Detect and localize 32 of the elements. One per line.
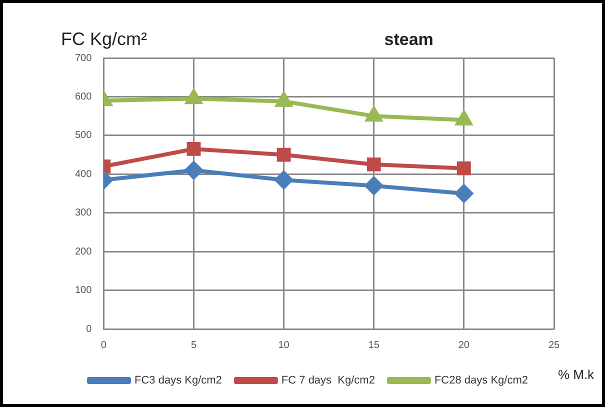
legend-label: FC 7 days Kg/cm2	[281, 374, 375, 387]
point	[276, 92, 292, 107]
point	[186, 90, 202, 104]
y-tick-label: 0	[86, 324, 92, 335]
y-axis-title: FC Kg/cm²	[61, 29, 148, 49]
y-tick-label: 400	[74, 168, 92, 180]
point	[184, 161, 203, 180]
point	[276, 148, 291, 162]
point	[274, 170, 293, 189]
y-tick-label: 700	[74, 52, 92, 64]
chart-title: steam	[384, 30, 434, 49]
point	[456, 161, 471, 176]
y-tick-label: 200	[74, 246, 92, 258]
y-tick-label: 500	[74, 130, 92, 142]
point	[366, 158, 381, 172]
point	[456, 110, 472, 126]
y-tick-label: 300	[74, 208, 92, 219]
legend-label: FC28 days Kg/cm2	[434, 374, 528, 387]
legend-label: FC3 days Kg/cm2	[134, 374, 222, 387]
y-tick-label: 100	[74, 285, 92, 296]
y-tick-label: 600	[74, 91, 92, 102]
x-tick-label: 0	[100, 340, 107, 351]
point	[186, 142, 201, 156]
x-axis-title: % M.k	[558, 367, 595, 382]
x-tick-label: 10	[278, 340, 290, 351]
x-tick-label: 5	[190, 340, 197, 351]
x-tick-label: 25	[548, 340, 560, 351]
point	[454, 184, 473, 202]
point	[364, 176, 383, 195]
x-tick-label: 20	[458, 340, 470, 351]
x-tick-label: 15	[368, 340, 380, 351]
point	[366, 107, 382, 122]
